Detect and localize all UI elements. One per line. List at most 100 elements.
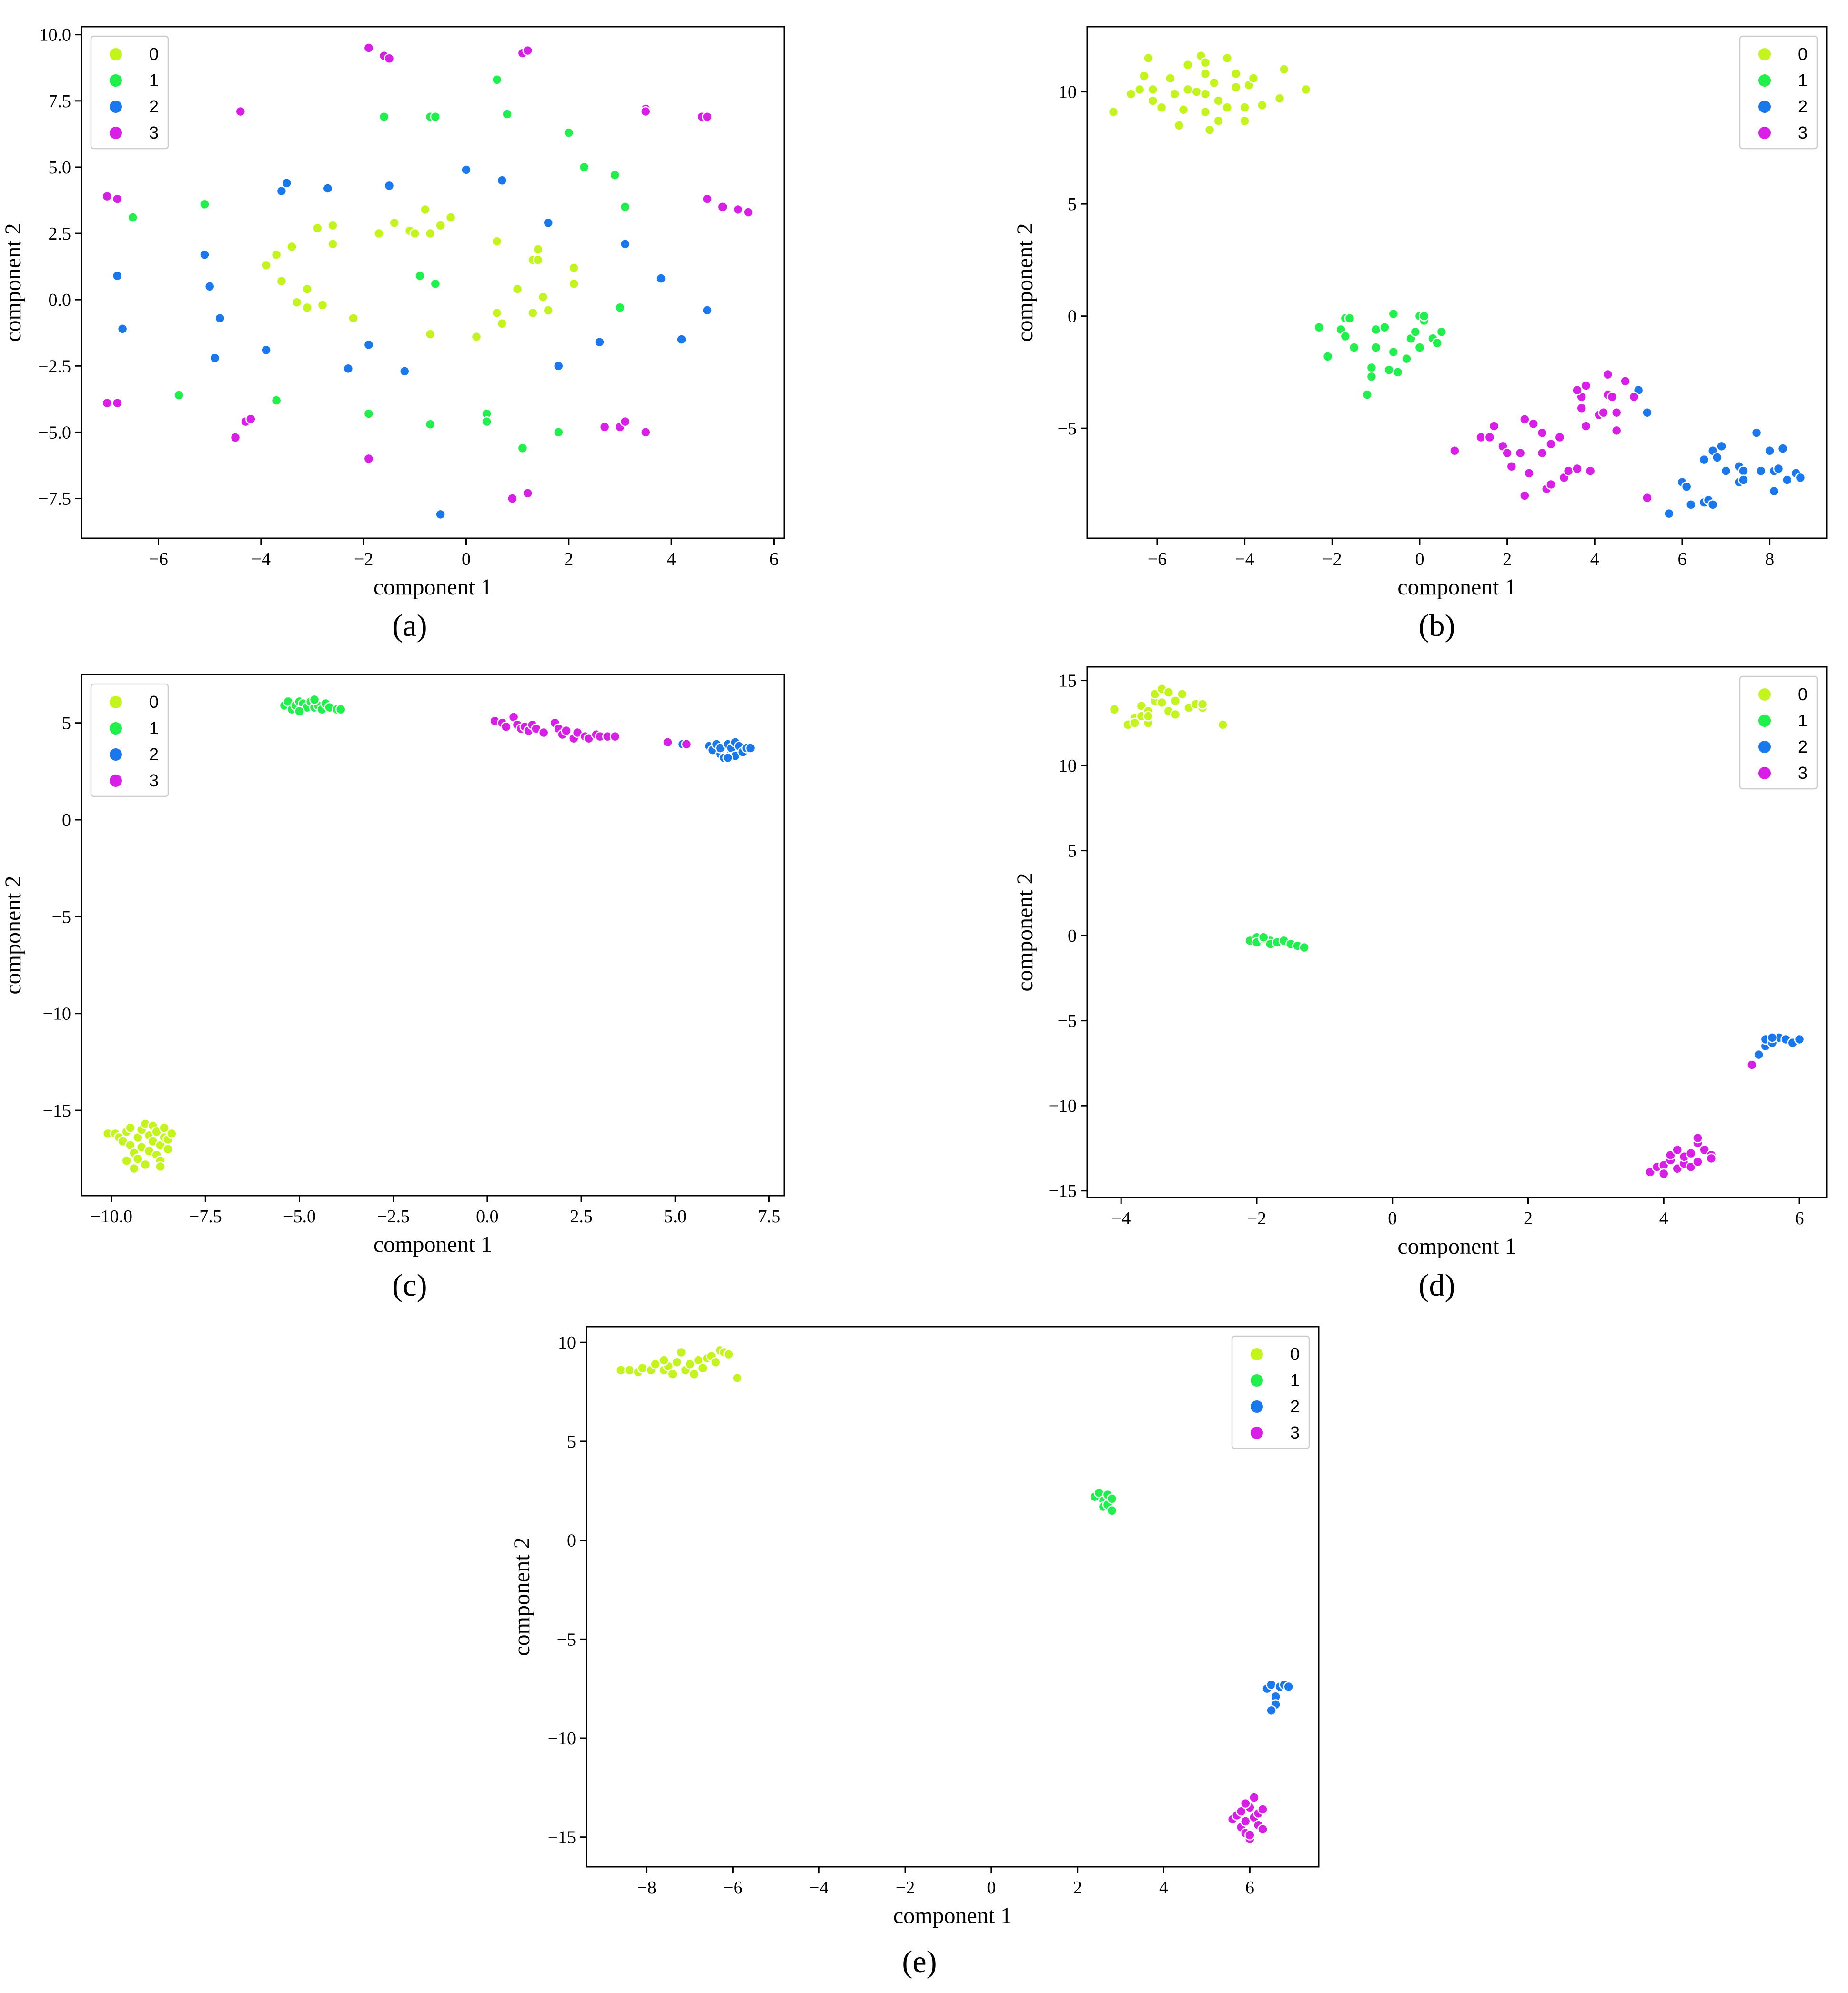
legend-label-1: 1 xyxy=(149,718,159,738)
data-point-class-2 xyxy=(1773,463,1784,474)
data-point-class-2 xyxy=(676,334,687,345)
data-point-class-0 xyxy=(1300,84,1312,95)
data-point-class-0 xyxy=(637,1362,648,1374)
data-point-class-3 xyxy=(1484,432,1495,443)
y-tick-label: −5 xyxy=(1058,1011,1077,1031)
data-point-class-0 xyxy=(658,1355,669,1366)
legend-label-2: 2 xyxy=(1798,97,1808,116)
data-point-class-3 xyxy=(1658,1168,1669,1179)
data-point-class-1 xyxy=(1366,371,1377,382)
x-tick-label: 0 xyxy=(987,1878,996,1898)
data-point-class-3 xyxy=(1545,479,1556,490)
data-point-class-3 xyxy=(1572,384,1583,396)
data-point-class-3 xyxy=(1475,432,1486,443)
x-tick-label: 0 xyxy=(1415,549,1424,569)
data-point-class-1 xyxy=(1258,932,1269,943)
data-point-class-2 xyxy=(1768,485,1780,497)
data-point-class-0 xyxy=(723,1349,734,1360)
legend-marker-1 xyxy=(1251,1374,1263,1387)
data-point-class-0 xyxy=(1108,106,1119,118)
y-tick-label: −5 xyxy=(52,907,71,927)
data-point-class-3 xyxy=(1515,447,1526,459)
data-point-class-2 xyxy=(745,743,756,754)
data-point-class-0 xyxy=(420,204,431,215)
x-tick-label: −4 xyxy=(1111,1208,1131,1228)
data-point-class-3 xyxy=(640,106,651,117)
data-point-class-0 xyxy=(374,228,384,239)
data-point-class-0 xyxy=(155,1161,166,1172)
data-point-class-3 xyxy=(1580,380,1592,391)
data-point-class-0 xyxy=(327,239,338,250)
data-point-class-2 xyxy=(1266,1679,1277,1691)
data-point-class-1 xyxy=(1418,311,1430,322)
data-point-class-0 xyxy=(1200,106,1211,118)
data-point-class-3 xyxy=(609,731,621,742)
data-point-class-3 xyxy=(101,191,113,202)
data-point-class-0 xyxy=(1139,70,1150,81)
y-axis-label: component 2 xyxy=(1012,873,1038,991)
data-point-class-3 xyxy=(1606,391,1618,403)
data-point-class-0 xyxy=(261,260,272,271)
legend-marker-3 xyxy=(110,775,122,787)
data-point-class-3 xyxy=(1620,376,1631,387)
data-point-class-1 xyxy=(1348,342,1360,353)
data-point-class-0 xyxy=(697,1362,708,1374)
data-point-class-0 xyxy=(471,331,482,342)
data-point-class-1 xyxy=(1379,322,1390,333)
data-point-class-1 xyxy=(1388,346,1399,358)
data-point-class-0 xyxy=(1170,709,1181,720)
data-point-class-3 xyxy=(1580,421,1592,432)
data-point-class-3 xyxy=(1528,418,1539,430)
x-tick-label: 6 xyxy=(1245,1878,1254,1898)
data-point-class-1 xyxy=(1383,364,1394,375)
data-point-class-3 xyxy=(522,488,533,499)
data-point-class-3 xyxy=(501,721,512,733)
plot-frame xyxy=(81,674,785,1197)
data-point-class-3 xyxy=(1536,427,1548,438)
data-point-class-3 xyxy=(1536,447,1548,459)
data-point-class-2 xyxy=(435,509,446,520)
data-point-class-0 xyxy=(1125,89,1137,100)
data-point-class-0 xyxy=(389,217,400,229)
data-point-class-3 xyxy=(1692,1156,1703,1168)
legend-marker-0 xyxy=(1251,1348,1263,1360)
legend-marker-3 xyxy=(1251,1427,1263,1439)
y-tick-label: −10 xyxy=(43,1004,71,1024)
data-point-class-0 xyxy=(1178,104,1189,115)
data-point-class-3 xyxy=(1244,1830,1255,1841)
data-point-class-0 xyxy=(162,1144,173,1155)
data-point-class-3 xyxy=(112,397,123,409)
plot-frame xyxy=(1086,666,1828,1198)
data-point-class-3 xyxy=(235,106,246,117)
x-tick-label: 4 xyxy=(1590,549,1599,569)
data-point-class-2 xyxy=(1707,499,1718,510)
data-point-class-0 xyxy=(1213,95,1224,106)
y-tick-label: 10 xyxy=(1059,756,1077,776)
legend-box xyxy=(1739,35,1818,150)
data-point-class-1 xyxy=(563,127,575,138)
data-point-class-3 xyxy=(1488,421,1500,432)
data-point-class-0 xyxy=(532,254,544,265)
data-point-class-0 xyxy=(1173,120,1185,131)
data-point-class-0 xyxy=(732,1372,743,1384)
y-tick-label: 15 xyxy=(1059,671,1077,691)
legend-label-2: 2 xyxy=(1798,737,1808,756)
x-tick-label: 0.0 xyxy=(476,1207,499,1227)
data-point-class-0 xyxy=(1230,81,1242,93)
data-point-class-1 xyxy=(1313,322,1324,333)
y-tick-label: −10 xyxy=(1049,1096,1077,1116)
legend-marker-2 xyxy=(110,101,122,113)
data-point-class-2 xyxy=(112,270,123,282)
data-point-class-2 xyxy=(1782,474,1793,485)
legend-label-0: 0 xyxy=(149,692,159,712)
x-tick-label: 7.5 xyxy=(758,1207,781,1227)
legend-marker-2 xyxy=(1251,1400,1263,1413)
data-point-class-1 xyxy=(1344,313,1355,324)
data-point-class-0 xyxy=(667,1369,678,1379)
y-tick-label: 0.0 xyxy=(49,290,71,310)
data-point-class-0 xyxy=(710,1357,721,1368)
x-tick-label: −4 xyxy=(809,1878,828,1898)
data-point-class-3 xyxy=(230,432,241,443)
data-point-class-3 xyxy=(1506,461,1517,472)
